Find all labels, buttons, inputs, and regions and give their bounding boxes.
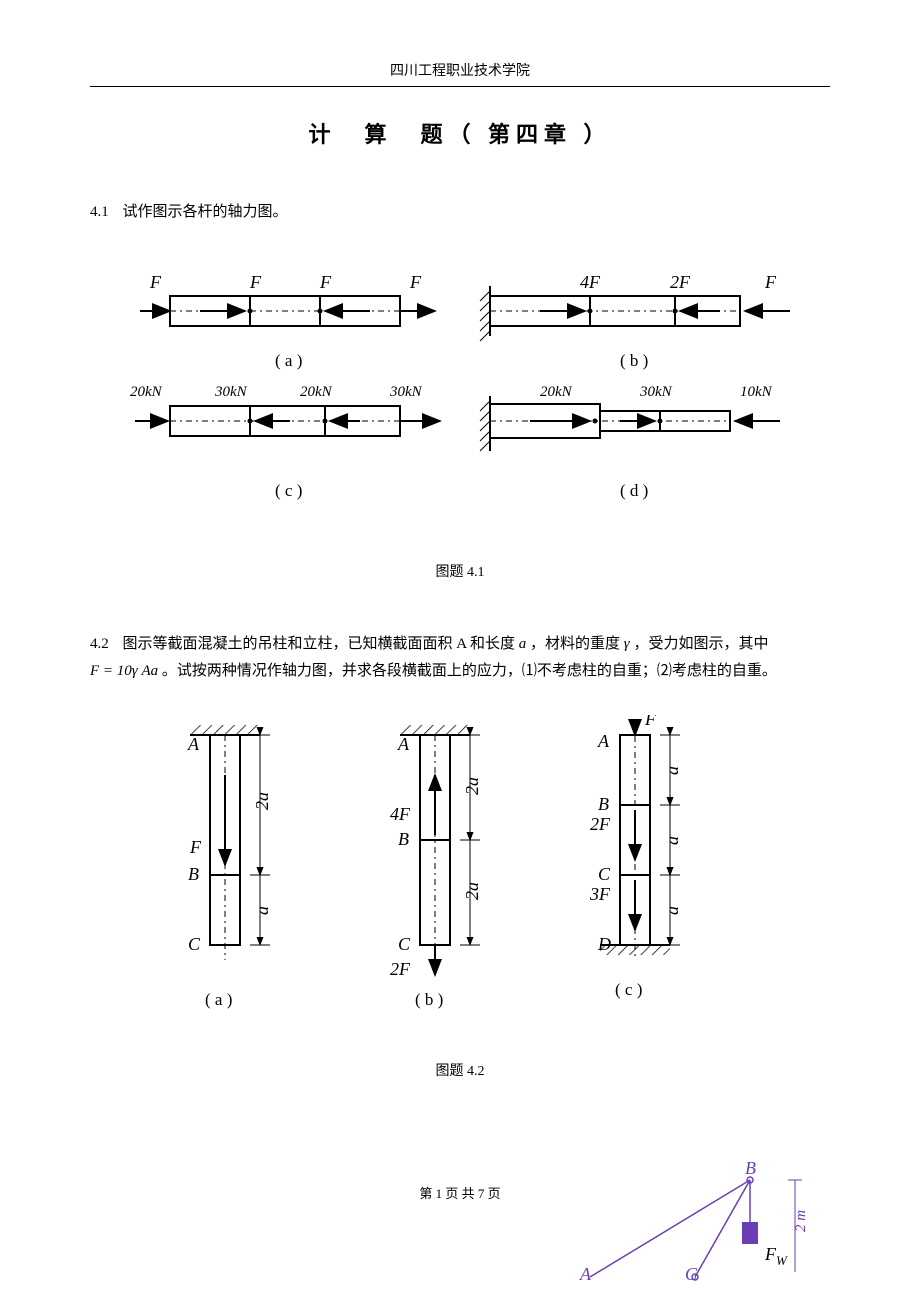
page-title: 计 算 题（ 第四章 ） xyxy=(90,117,830,149)
diagram-label: ( b ) xyxy=(415,990,443,1009)
problem-text-part: ，材料的重度 xyxy=(530,636,620,652)
force-label: 20kN xyxy=(130,384,163,400)
point-label: C xyxy=(398,934,411,954)
point-label: A xyxy=(397,734,410,754)
force-label: 30kN xyxy=(389,384,423,400)
footer-prefix: 第 xyxy=(419,1186,435,1201)
point-label: C xyxy=(685,1264,698,1282)
force-label: F xyxy=(319,272,332,292)
problem-number: 4.1 xyxy=(90,204,109,220)
problem-4-2: 4.2 图示等截面混凝土的吊柱和立柱，已知横截面面积 A 和长度 a ，材料的重… xyxy=(90,631,830,685)
problem-text: 试作图示各杆的轴力图。 xyxy=(123,204,288,220)
institution-name: 四川工程职业技术学院 xyxy=(390,64,530,79)
var-gamma: γ xyxy=(624,636,630,652)
diagram-label: ( a ) xyxy=(205,990,232,1009)
problem-text-part: ，受力如图示，其中 xyxy=(633,636,768,652)
dim-label: a xyxy=(662,766,682,775)
dim-label: 2a xyxy=(252,792,272,810)
problem-4-1: 4.1 试作图示各杆的轴力图。 xyxy=(90,199,830,226)
diagram-label: ( d ) xyxy=(620,481,648,500)
problem-number: 4.2 xyxy=(90,636,109,652)
diagram-4-2: A B C F 2a a ( a ) xyxy=(90,715,830,1035)
dim-label: 2a xyxy=(462,777,482,795)
point-label: D xyxy=(597,934,611,954)
force-label: F xyxy=(149,272,162,292)
dim-label: a xyxy=(662,836,682,845)
point-label: B xyxy=(398,829,409,849)
diagram-fragment: B A C FW 2 m xyxy=(570,1162,830,1282)
force-label: 4F xyxy=(580,272,601,292)
footer-mid: 页 共 xyxy=(442,1186,478,1201)
force-label: F xyxy=(409,272,422,292)
formula: F = 10γ Aa xyxy=(90,663,158,679)
dim-label: 2a xyxy=(462,882,482,900)
caption-4-2: 图题 4.2 xyxy=(90,1060,830,1080)
point-label: A xyxy=(187,734,200,754)
caption-4-1: 图题 4.1 xyxy=(90,561,830,581)
force-label: F xyxy=(764,272,777,292)
force-label: 2F xyxy=(670,272,691,292)
diagram-label: ( a ) xyxy=(275,351,302,370)
force-label: 3F xyxy=(589,884,611,904)
diagram-label: ( c ) xyxy=(275,481,302,500)
diagram-4-1: F F F F ( a ) xyxy=(90,256,830,536)
problem-text-part: 图示等截面混凝土的吊柱和立柱，已知横截面面积 A 和长度 xyxy=(123,636,516,652)
force-label: F xyxy=(189,837,202,857)
point-label: C xyxy=(598,864,611,884)
force-label: 10kN xyxy=(740,384,773,400)
dim-label: a xyxy=(662,906,682,915)
point-label: B xyxy=(188,864,199,884)
force-label: 30kN xyxy=(214,384,248,400)
force-label: 2F xyxy=(590,814,611,834)
point-label: B xyxy=(745,1162,756,1178)
force-label: F xyxy=(249,272,262,292)
force-label: F xyxy=(644,715,657,729)
point-label: A xyxy=(579,1264,592,1282)
dim-label: a xyxy=(252,906,272,915)
diagram-label: ( b ) xyxy=(620,351,648,370)
force-label: 4F xyxy=(390,804,411,824)
point-label: A xyxy=(597,731,610,751)
dim-label: 2 m xyxy=(793,1210,809,1232)
force-label: 2F xyxy=(390,959,411,979)
force-label: FW xyxy=(764,1244,788,1268)
force-label: 20kN xyxy=(300,384,333,400)
footer-suffix: 页 xyxy=(484,1186,500,1201)
diagram-label: ( c ) xyxy=(615,980,642,999)
point-label: B xyxy=(598,794,609,814)
problem-text-tail: 。试按两种情况作轴力图，并求各段横截面上的应力，⑴不考虑柱的自重；⑵考虑柱的自重… xyxy=(162,663,777,679)
point-label: C xyxy=(188,934,201,954)
page-header: 四川工程职业技术学院 xyxy=(90,60,830,87)
force-label: 20kN xyxy=(540,384,573,400)
var-a: a xyxy=(519,636,527,652)
force-label: 30kN xyxy=(639,384,673,400)
